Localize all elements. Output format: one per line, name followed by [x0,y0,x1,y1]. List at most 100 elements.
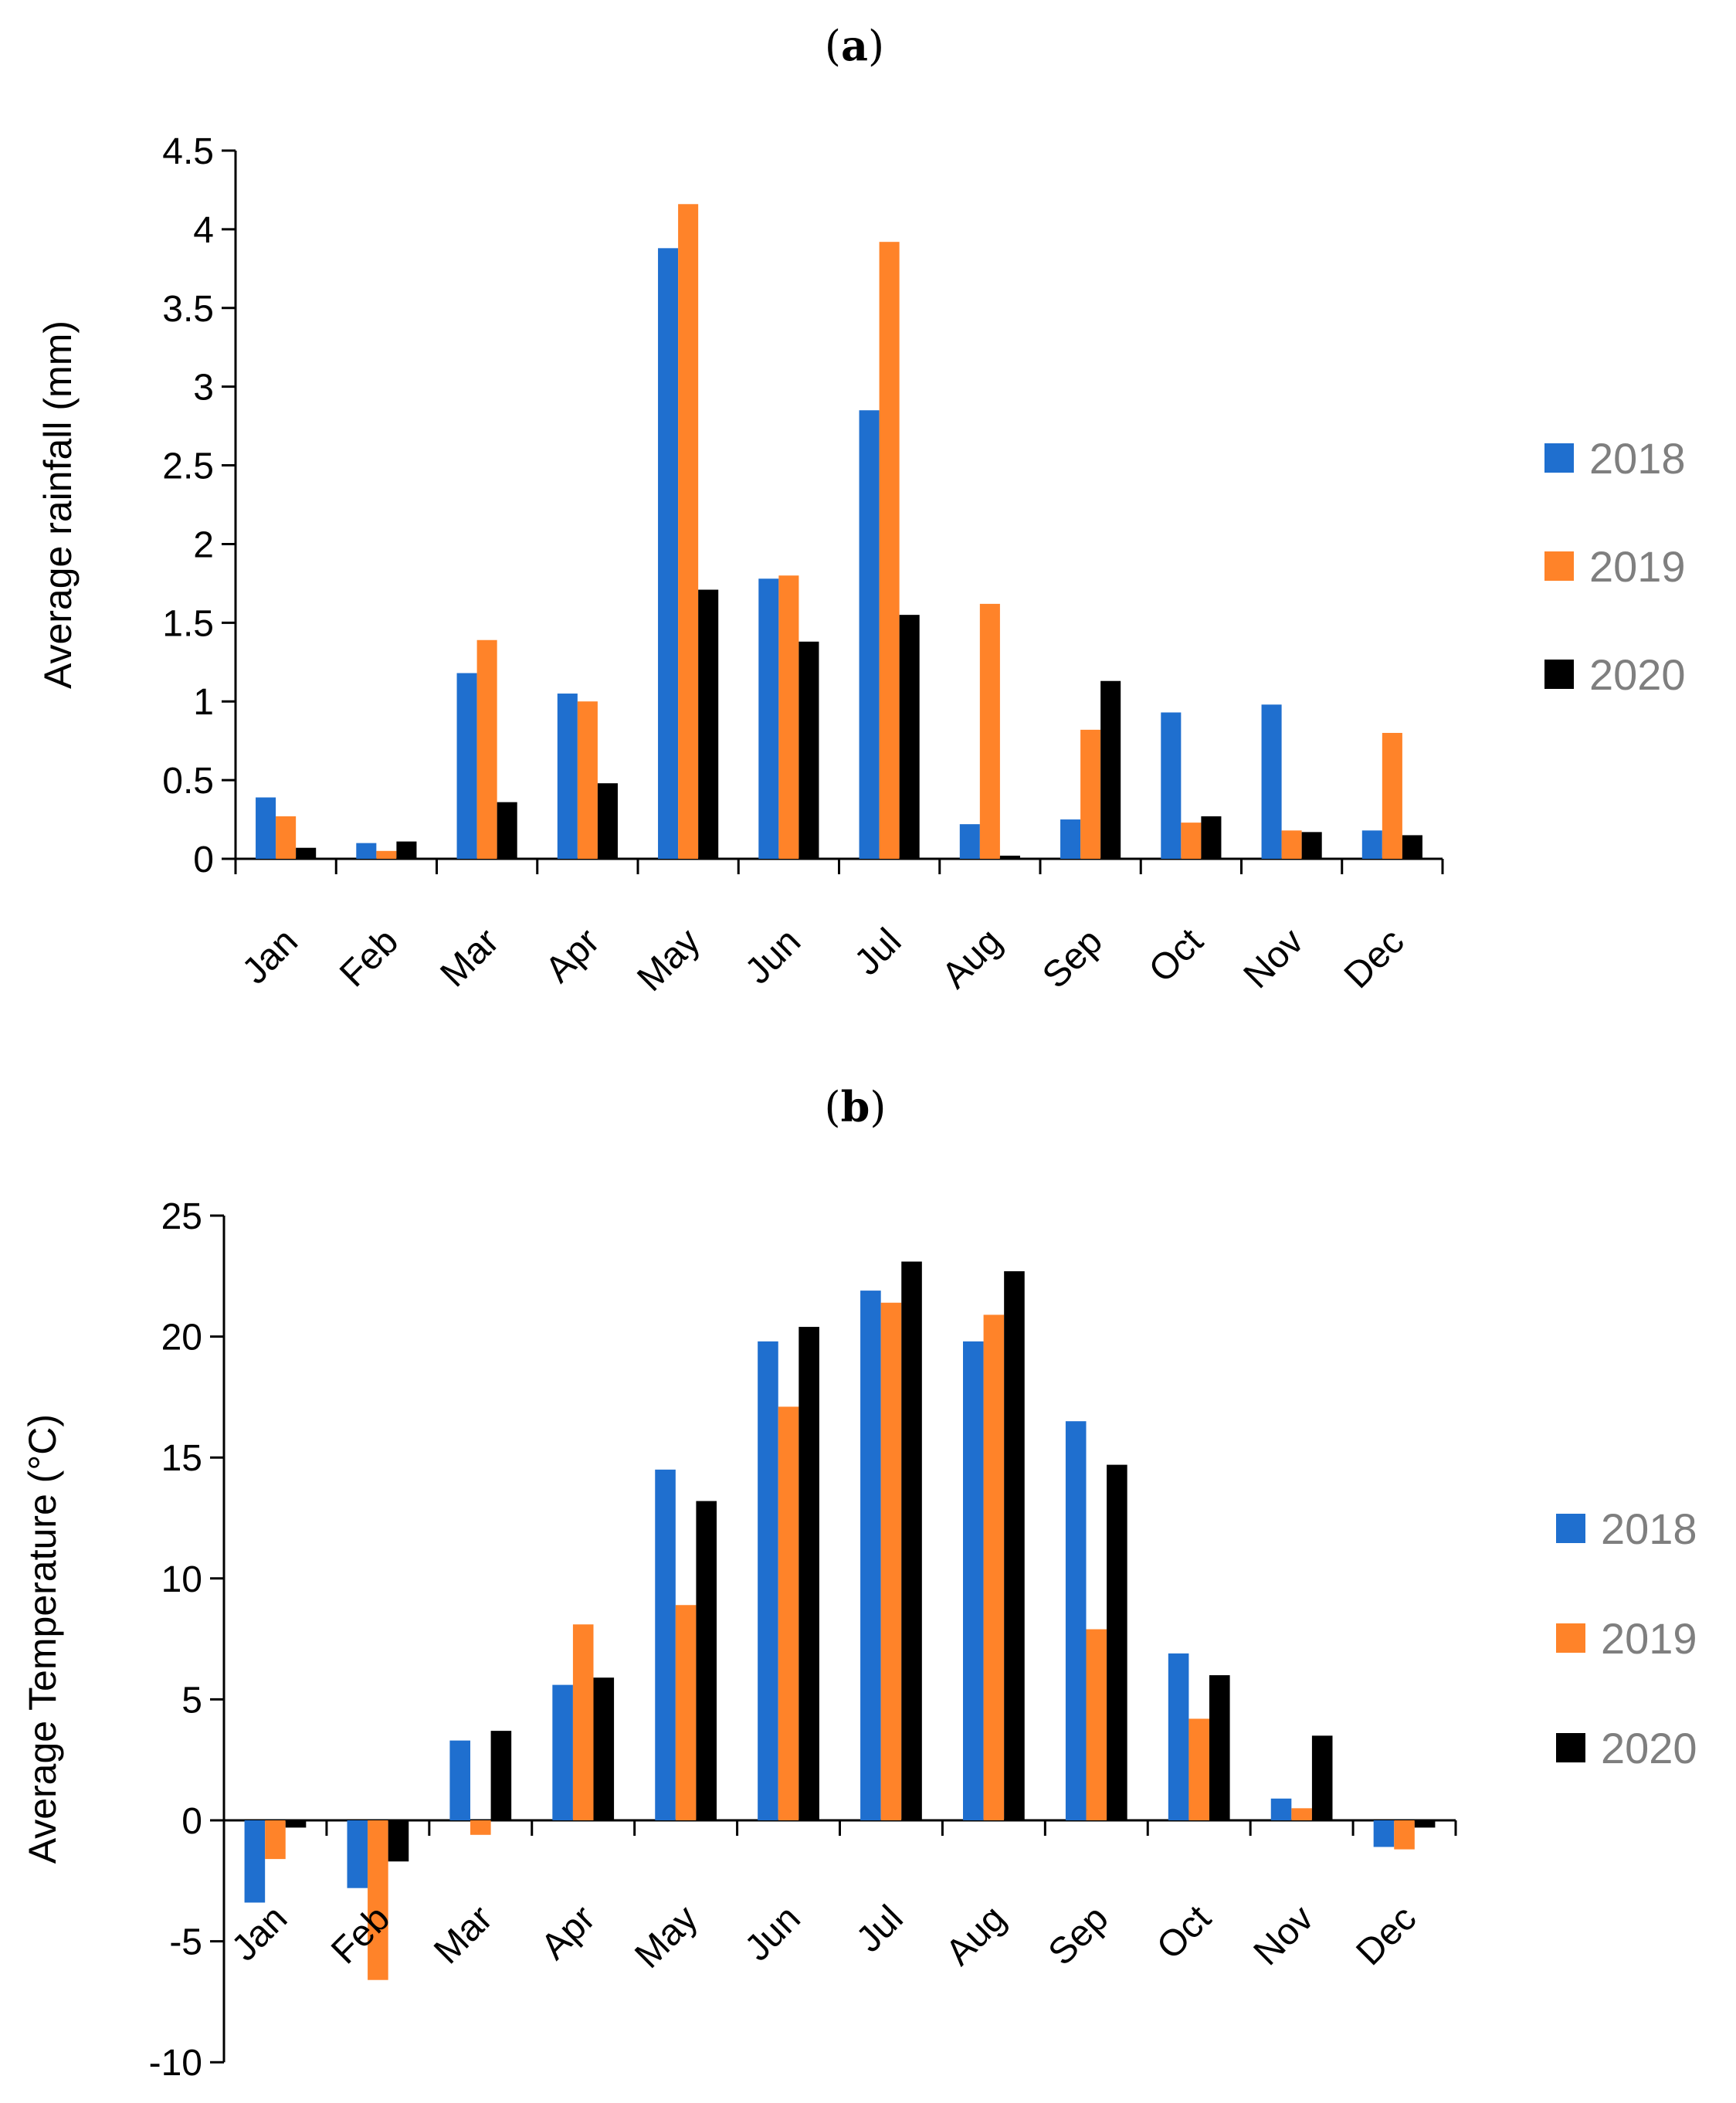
bar-2020-Nov [1301,832,1322,859]
x-tick-label: Aug [938,1898,1014,1973]
legend-swatch-2020 [1556,1733,1585,1762]
bar-2020-Jan [285,1820,307,1828]
bar-2020-Apr [593,1677,615,1820]
y-axis-title: Average Temperature (°C) [21,1414,64,1864]
legend-label-2018: 2018 [1601,1504,1697,1553]
bar-2019-Sep [1086,1629,1107,1820]
y-axis-title: Average rainfall (mm) [36,321,80,689]
bar-2019-Aug [979,603,1000,859]
bar-2019-Jun [778,575,799,859]
bar-2020-Jun [798,641,819,859]
x-tick-label: Jul [847,921,910,983]
bar-2020-Jul [899,615,920,859]
y-tick-label: 5 [181,1680,202,1721]
bar-2018-Apr [557,694,578,859]
y-tick-label: 0 [193,840,214,880]
legend-label-2018: 2018 [1589,434,1686,483]
legend-swatch-2018 [1544,443,1574,473]
bar-2019-Aug [983,1314,1005,1820]
y-tick-label: 10 [161,1559,202,1600]
x-tick-label: Aug [934,921,1010,996]
bar-2018-Oct [1161,712,1182,859]
bar-2018-Jul [859,410,880,859]
bar-2018-Sep [1060,819,1081,859]
bar-2019-May [678,204,699,860]
bar-2019-Dec [1394,1820,1415,1850]
bar-2018-May [655,1469,676,1820]
bar-2020-Jun [798,1327,819,1820]
bar-2020-Apr [597,783,618,859]
legend-label-2019: 2019 [1601,1614,1697,1663]
x-tick-label: Sep [1041,1898,1117,1973]
x-tick-label: Oct [1149,1898,1219,1967]
bar-2018-Dec [1361,830,1382,859]
bar-2019-Apr [572,1624,594,1820]
bar-2018-Feb [347,1820,368,1888]
bar-2018-Jun [758,1341,778,1820]
bar-2019-Mar [476,639,497,859]
bar-2019-Mar [470,1820,491,1835]
bar-2020-May [696,1501,717,1820]
bar-2019-Jan [276,816,297,859]
y-tick-label: 3.5 [162,289,214,330]
bar-2020-May [698,589,719,859]
panel-label-a: (a) [825,21,884,70]
bar-2020-Jan [296,847,317,859]
y-tick-label: 2.5 [162,446,214,487]
bar-2020-Sep [1100,680,1121,859]
bar-2018-Jul [860,1291,881,1820]
bar-2019-Oct [1181,823,1202,859]
x-tick-label: Dec [1337,921,1412,996]
bar-2020-Aug [1004,1271,1025,1820]
legend-swatch-2018 [1556,1514,1585,1543]
bar-2018-Jun [758,578,779,859]
x-tick-label: Sep [1035,921,1110,996]
x-tick-label: Feb [332,921,406,995]
bar-2020-Dec [1414,1820,1436,1828]
legend-swatch-2019 [1544,551,1574,581]
bar-2018-Oct [1168,1653,1189,1820]
bar-2020-Mar [497,802,517,859]
legend-label-2019: 2019 [1589,542,1686,591]
bar-2020-Nov [1311,1735,1333,1820]
bar-2018-Aug [959,824,980,859]
x-tick-label: Jun [737,921,809,992]
x-tick-label: Mar [426,1898,500,1972]
x-tick-label: Jan [224,1898,295,1969]
bar-2019-Feb [368,1820,388,1980]
y-tick-label: 20 [161,1318,202,1358]
x-tick-label: Mar [432,921,507,995]
chart-a: (a) 0 0.5 1 1.5 2 2.5 3 3.5 4 4.5 Jan Feb Mar Apr May Ju… [36,21,1686,999]
bar-2019-Nov [1291,1808,1312,1820]
bar-2020-Jul [901,1261,922,1820]
bar-2020-Aug [999,855,1020,859]
bar-2018-Aug [963,1341,984,1820]
bar-2019-Dec [1382,732,1402,859]
bar-2019-Jan [265,1820,286,1860]
bar-2020-Oct [1201,816,1222,859]
bar-2019-Jul [879,242,900,859]
y-tick-label: 2 [193,524,214,565]
bar-2018-Feb [356,843,377,859]
bar-2019-Jun [778,1406,799,1820]
legend-label-2020: 2020 [1589,650,1686,699]
y-tick-label: 15 [161,1438,202,1479]
y-tick-label: 4.5 [162,131,214,172]
legend-swatch-2020 [1544,660,1574,689]
x-tick-label: Apr [534,1898,603,1967]
y-tick-label: 25 [161,1196,202,1237]
bar-2019-Sep [1080,729,1101,859]
y-tick-label: 0.5 [162,761,214,802]
x-tick-label: Nov [1246,1898,1322,1973]
bar-2018-Nov [1261,704,1282,859]
bar-2020-Oct [1209,1675,1230,1820]
legend-label-2020: 2020 [1601,1724,1697,1772]
y-tick-label: 0 [181,1801,202,1842]
bar-2019-May [675,1605,697,1820]
bar-2019-Jul [880,1302,902,1820]
y-tick-label: 1.5 [162,603,214,644]
y-tick-label: 1 [193,682,214,723]
bar-2018-Jan [244,1820,266,1903]
